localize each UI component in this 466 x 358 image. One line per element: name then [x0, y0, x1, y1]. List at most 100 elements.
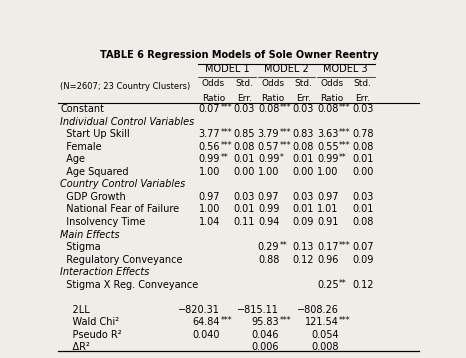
Text: 0.96: 0.96: [317, 255, 338, 265]
Text: 0.08: 0.08: [233, 142, 255, 152]
Text: ***: ***: [339, 141, 350, 150]
Text: ***: ***: [339, 241, 350, 250]
Text: 0.08: 0.08: [317, 104, 338, 114]
Text: Err.: Err.: [237, 94, 252, 103]
Text: 2LL: 2LL: [60, 305, 90, 315]
Text: 0.29: 0.29: [258, 242, 279, 252]
Text: 1.00: 1.00: [199, 167, 220, 177]
Text: 0.88: 0.88: [258, 255, 279, 265]
Text: 0.99: 0.99: [199, 154, 220, 164]
Text: 0.07: 0.07: [352, 242, 373, 252]
Text: 3.77: 3.77: [199, 129, 220, 139]
Text: 0.13: 0.13: [293, 242, 314, 252]
Text: 0.03: 0.03: [352, 104, 373, 114]
Text: 0.008: 0.008: [311, 343, 338, 353]
Text: Age: Age: [60, 154, 85, 164]
Text: Individual Control Variables: Individual Control Variables: [60, 117, 194, 127]
Text: 0.12: 0.12: [293, 255, 314, 265]
Text: 0.83: 0.83: [293, 129, 314, 139]
Text: ***: ***: [220, 141, 232, 150]
Text: ***: ***: [220, 128, 232, 137]
Text: TABLE 6 Regression Models of Sole Owner Reentry: TABLE 6 Regression Models of Sole Owner …: [100, 50, 378, 60]
Text: Odds: Odds: [261, 79, 284, 88]
Text: 0.08: 0.08: [352, 142, 373, 152]
Text: Constant: Constant: [60, 104, 104, 114]
Text: 0.03: 0.03: [293, 192, 314, 202]
Text: 0.00: 0.00: [293, 167, 314, 177]
Text: **: **: [339, 279, 347, 287]
Text: Err.: Err.: [355, 94, 370, 103]
Text: −815.11: −815.11: [237, 305, 279, 315]
Text: Insolvency Time: Insolvency Time: [60, 217, 145, 227]
Text: 0.01: 0.01: [233, 154, 255, 164]
Text: 0.99: 0.99: [258, 204, 279, 214]
Text: 0.08: 0.08: [293, 142, 314, 152]
Text: Start Up Skill: Start Up Skill: [60, 129, 130, 139]
Text: Ratio: Ratio: [321, 94, 343, 103]
Text: 0.01: 0.01: [233, 204, 255, 214]
Text: Regulatory Conveyance: Regulatory Conveyance: [60, 255, 183, 265]
Text: ***: ***: [280, 103, 291, 112]
Text: 1.00: 1.00: [258, 167, 279, 177]
Text: 0.08: 0.08: [352, 217, 373, 227]
Text: 3.79: 3.79: [258, 129, 279, 139]
Text: ***: ***: [280, 128, 291, 137]
Text: Std.: Std.: [295, 79, 313, 88]
Text: Std.: Std.: [235, 79, 253, 88]
Text: National Fear of Failure: National Fear of Failure: [60, 204, 179, 214]
Text: MODEL 1: MODEL 1: [205, 64, 250, 74]
Text: 0.01: 0.01: [352, 204, 373, 214]
Text: ***: ***: [339, 316, 350, 325]
Text: Ratio: Ratio: [261, 94, 284, 103]
Text: Female: Female: [60, 142, 102, 152]
Text: ***: ***: [280, 141, 291, 150]
Text: Stigma: Stigma: [60, 242, 101, 252]
Text: Odds: Odds: [321, 79, 343, 88]
Text: 0.97: 0.97: [199, 192, 220, 202]
Text: ***: ***: [339, 128, 350, 137]
Text: **: **: [339, 153, 347, 162]
Text: 0.78: 0.78: [352, 129, 373, 139]
Text: 0.006: 0.006: [252, 343, 279, 353]
Text: 0.91: 0.91: [317, 217, 338, 227]
Text: 95.83: 95.83: [252, 318, 279, 327]
Text: 121.54: 121.54: [305, 318, 338, 327]
Text: ***: ***: [280, 316, 291, 325]
Text: Main Effects: Main Effects: [60, 229, 120, 240]
Text: 0.00: 0.00: [233, 167, 255, 177]
Text: 64.84: 64.84: [192, 318, 220, 327]
Text: 0.12: 0.12: [352, 280, 373, 290]
Text: Wald Chi²: Wald Chi²: [60, 318, 119, 327]
Text: 0.55: 0.55: [317, 142, 338, 152]
Text: 0.01: 0.01: [293, 204, 314, 214]
Text: 0.07: 0.07: [199, 104, 220, 114]
Text: ***: ***: [220, 316, 232, 325]
Text: GDP Growth: GDP Growth: [60, 192, 126, 202]
Text: 0.08: 0.08: [258, 104, 279, 114]
Text: **: **: [280, 241, 288, 250]
Text: 0.57: 0.57: [258, 142, 279, 152]
Text: 0.97: 0.97: [317, 192, 338, 202]
Text: 0.040: 0.040: [192, 330, 220, 340]
Text: Stigma X Reg. Conveyance: Stigma X Reg. Conveyance: [60, 280, 199, 290]
Text: 1.00: 1.00: [199, 204, 220, 214]
Text: −820.31: −820.31: [178, 305, 220, 315]
Text: 0.00: 0.00: [352, 167, 373, 177]
Text: 0.99: 0.99: [258, 154, 279, 164]
Text: 0.09: 0.09: [293, 217, 314, 227]
Text: 0.94: 0.94: [258, 217, 279, 227]
Text: 0.01: 0.01: [352, 154, 373, 164]
Text: *: *: [280, 153, 283, 162]
Text: −808.26: −808.26: [297, 305, 338, 315]
Text: 1.04: 1.04: [199, 217, 220, 227]
Text: 0.046: 0.046: [252, 330, 279, 340]
Text: 0.03: 0.03: [233, 192, 255, 202]
Text: 0.03: 0.03: [233, 104, 255, 114]
Text: Ratio: Ratio: [202, 94, 225, 103]
Text: Interaction Effects: Interaction Effects: [60, 267, 150, 277]
Text: 0.054: 0.054: [311, 330, 338, 340]
Text: 1.01: 1.01: [317, 204, 338, 214]
Text: 0.11: 0.11: [233, 217, 255, 227]
Text: 0.25: 0.25: [317, 280, 338, 290]
Text: 0.56: 0.56: [199, 142, 220, 152]
